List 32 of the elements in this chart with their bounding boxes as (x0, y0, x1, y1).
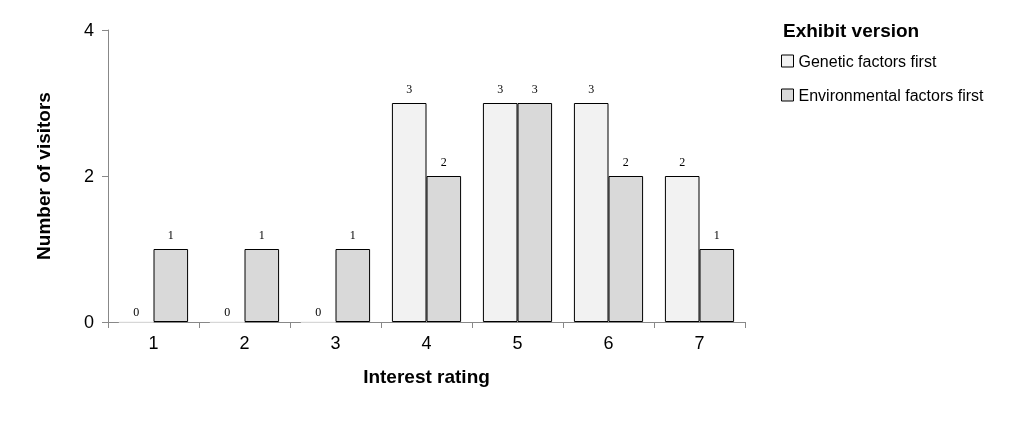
data-label: 2 (679, 155, 686, 169)
data-label: 2 (440, 155, 447, 169)
data-label: 1 (167, 228, 174, 242)
data-label: 0 (224, 304, 231, 319)
data-label: 3 (406, 82, 413, 96)
data-label: 1 (349, 228, 356, 242)
data-label: 1 (258, 228, 265, 242)
x-tick-label: 3 (330, 333, 341, 353)
legend-title: Exhibit version (783, 20, 920, 41)
data-label: 0 (133, 304, 140, 319)
data-label: 2 (622, 155, 629, 169)
data-label: 3 (588, 82, 595, 96)
bar (153, 249, 189, 322)
x-axis-title: Interest rating (363, 366, 490, 387)
bar (244, 249, 280, 322)
y-tick-label: 0 (83, 312, 94, 332)
x-tick-label: 4 (421, 333, 432, 353)
x-tick-label: 2 (239, 333, 250, 353)
y-axis-title: Number of visitors (33, 92, 54, 260)
x-tick-label: 6 (603, 333, 614, 353)
x-tick-label: 5 (512, 333, 523, 353)
data-label: 3 (497, 82, 504, 96)
data-label: 0 (315, 304, 322, 319)
y-tick-label: 4 (83, 20, 94, 40)
y-tick-label: 2 (83, 166, 94, 186)
x-tick-label: 7 (694, 333, 705, 353)
bar (335, 249, 371, 322)
x-tick-label: 1 (148, 333, 159, 353)
legend-label: Environmental factors first (798, 86, 985, 104)
legend-label: Genetic factors first (798, 52, 937, 70)
data-label: 3 (531, 82, 538, 96)
data-label: 1 (713, 228, 720, 242)
